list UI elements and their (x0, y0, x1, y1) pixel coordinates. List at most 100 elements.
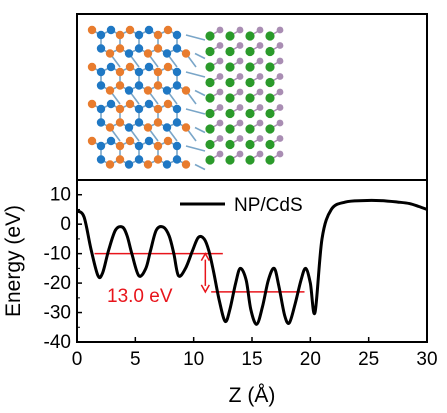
atom (265, 31, 275, 41)
gap-annotation: 13.0 eV (107, 286, 173, 307)
atom (256, 73, 264, 80)
atom (265, 62, 275, 72)
atom (163, 99, 173, 109)
atom (205, 108, 215, 119)
atom (172, 44, 182, 53)
atom (276, 42, 284, 49)
atom (236, 135, 244, 142)
atom (105, 160, 115, 169)
atom (236, 88, 244, 96)
atom (225, 139, 235, 150)
atom (172, 67, 182, 77)
x-axis-label: Z (Å) (229, 384, 276, 407)
atom (256, 150, 264, 158)
atom (96, 44, 106, 53)
atom (265, 139, 275, 150)
atom (124, 86, 134, 95)
atom (96, 67, 106, 77)
atom (172, 118, 182, 127)
atom (144, 136, 154, 146)
atom (216, 88, 224, 96)
atom (205, 124, 215, 134)
atom (276, 73, 284, 80)
legend-label: NP/CdS (234, 195, 303, 216)
atom (115, 104, 125, 114)
atom (265, 124, 275, 134)
atom (143, 49, 153, 58)
atom (115, 155, 125, 164)
atom (245, 139, 255, 150)
atom (205, 62, 215, 72)
atom (205, 155, 215, 165)
reference-lines (94, 252, 305, 293)
atom (276, 88, 284, 96)
atom (124, 49, 134, 58)
structure-inset (76, 13, 428, 181)
atom (125, 99, 135, 109)
atom (276, 104, 284, 111)
atom (115, 67, 125, 77)
atom (144, 62, 154, 72)
atom (134, 44, 144, 53)
atom (143, 123, 153, 132)
atom (225, 31, 235, 41)
atom (236, 57, 244, 65)
gap-arrow (200, 252, 210, 294)
atom (225, 155, 235, 165)
atom (96, 155, 106, 164)
atom (172, 141, 182, 151)
atom (153, 81, 163, 90)
y-tick-label: 0 (60, 214, 71, 235)
atom (256, 135, 264, 142)
atom (163, 62, 173, 72)
atom (216, 57, 224, 65)
atom (181, 49, 191, 58)
atom (236, 104, 244, 111)
atom (216, 135, 224, 142)
x-tick-label: 10 (183, 349, 204, 370)
atom (265, 77, 275, 88)
atom (225, 108, 235, 119)
atom (143, 86, 153, 95)
atom (276, 119, 284, 127)
plot-frame (76, 179, 428, 343)
atom (105, 123, 115, 132)
x-tick-label: 25 (358, 349, 379, 370)
y-tick-label: -30 (44, 303, 71, 324)
atom (245, 46, 255, 57)
atom (115, 118, 125, 127)
atom (106, 62, 116, 72)
atom (236, 150, 244, 158)
atom (163, 25, 173, 35)
atom (172, 155, 182, 164)
atom (265, 108, 275, 119)
atom (245, 155, 255, 165)
atom (153, 155, 163, 164)
atom (144, 25, 154, 35)
atom (134, 155, 144, 164)
atomic-structure (87, 25, 284, 171)
atom (205, 31, 215, 41)
atom (153, 118, 163, 127)
atom (216, 150, 224, 158)
bond (194, 89, 206, 97)
atom (87, 25, 97, 35)
atom (144, 99, 154, 109)
atom (225, 62, 235, 72)
atom (125, 136, 135, 146)
legend: NP/CdS (180, 195, 303, 216)
y-tick-label: -20 (44, 273, 71, 294)
atom (162, 160, 172, 169)
atom (225, 46, 235, 57)
atom (153, 67, 163, 77)
atom (181, 160, 191, 169)
atom (205, 46, 215, 57)
atom (256, 119, 264, 127)
atom (236, 42, 244, 49)
atom (162, 86, 172, 95)
bond (194, 126, 206, 134)
atom (181, 123, 191, 132)
atom (172, 104, 182, 114)
atom (245, 77, 255, 88)
